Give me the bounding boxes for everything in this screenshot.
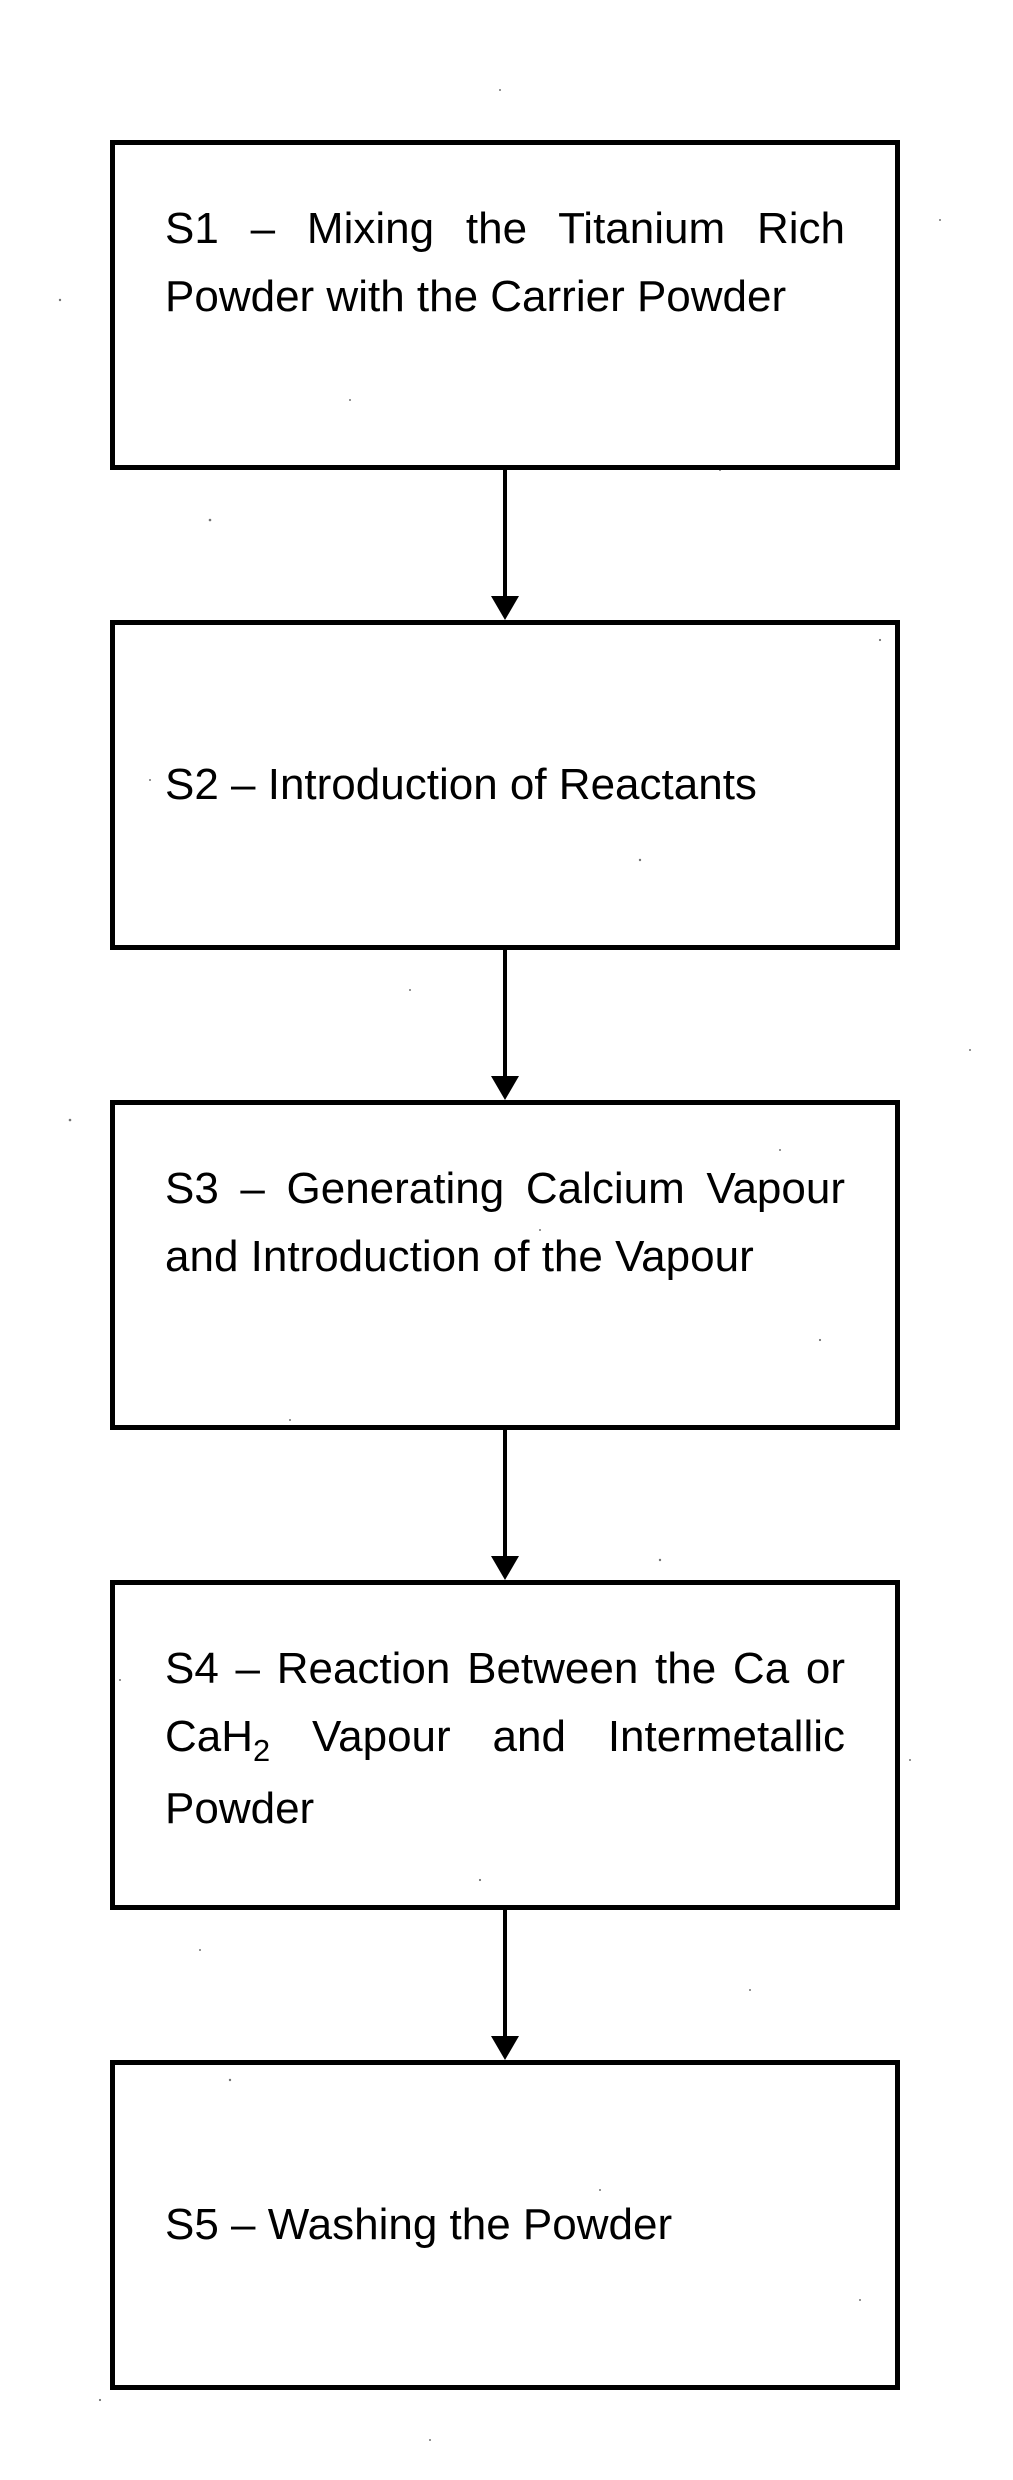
arrow-s4-s5 bbox=[110, 1910, 900, 2060]
step-text-s4: S4 – Reaction Between the Ca or CaH2 Vap… bbox=[165, 1635, 845, 1843]
step-text-s2: S2 – Introduction of Reactants bbox=[165, 751, 845, 819]
arrow-down-icon bbox=[485, 1430, 525, 1580]
step-box-s5: S5 – Washing the Powder bbox=[110, 2060, 900, 2390]
step-text-s1: S1 – Mixing the Titanium Rich Powder wit… bbox=[165, 195, 845, 331]
step-box-s3: S3 – Generating Calcium Vapour and Intro… bbox=[110, 1100, 900, 1430]
arrow-down-icon bbox=[485, 1910, 525, 2060]
step-text-s3: S3 – Generating Calcium Vapour and Intro… bbox=[165, 1155, 845, 1291]
arrow-s3-s4 bbox=[110, 1430, 900, 1580]
arrow-down-icon bbox=[485, 470, 525, 620]
arrow-down-icon bbox=[485, 950, 525, 1100]
arrow-s1-s2 bbox=[110, 470, 900, 620]
arrow-s2-s3 bbox=[110, 950, 900, 1100]
step-box-s4: S4 – Reaction Between the Ca or CaH2 Vap… bbox=[110, 1580, 900, 1910]
step-text-s5: S5 – Washing the Powder bbox=[165, 2191, 845, 2259]
step-box-s1: S1 – Mixing the Titanium Rich Powder wit… bbox=[110, 140, 900, 470]
step-box-s2: S2 – Introduction of Reactants bbox=[110, 620, 900, 950]
process-flowchart: S1 – Mixing the Titanium Rich Powder wit… bbox=[110, 140, 900, 2390]
